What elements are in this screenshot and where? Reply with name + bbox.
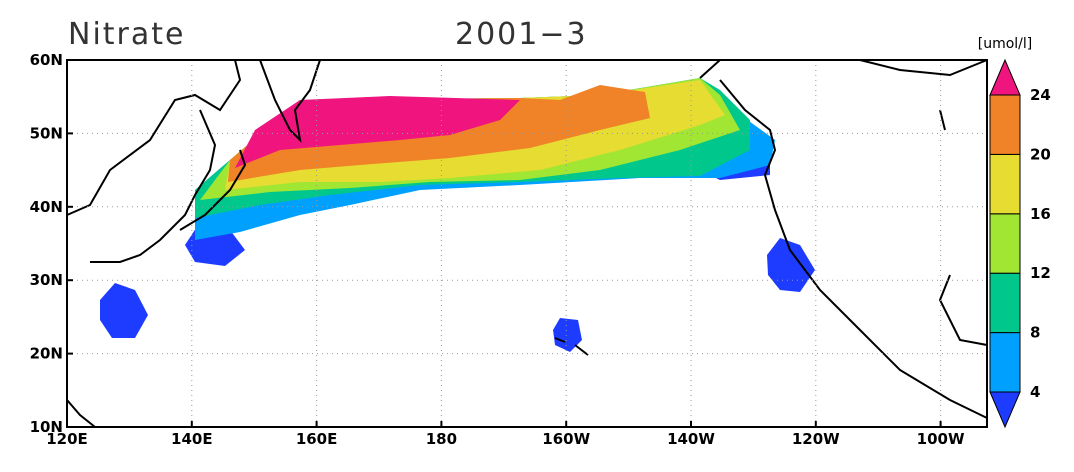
x-tick-label: 100W (917, 430, 965, 448)
colorbar: 4 8 12 16 20 24 (989, 58, 1051, 429)
nitrate-region (235, 96, 520, 168)
colorbar-triangle (989, 58, 1021, 96)
x-tick-label: 180 (426, 430, 457, 448)
colorbar-label: 8 (1030, 324, 1040, 342)
colorbar-label: 12 (1030, 264, 1051, 282)
x-tick-label: 140W (667, 430, 715, 448)
units: [umol/l] (978, 36, 1033, 52)
colorbar-label: 16 (1030, 205, 1051, 223)
y-tick-label: 60N (30, 51, 63, 69)
nitrate-field (100, 78, 815, 352)
date: 2001−3 (455, 17, 588, 52)
nitrate-region (767, 238, 815, 292)
colorbar-label: 4 (1030, 383, 1040, 401)
colorbar-label: 20 (1030, 145, 1051, 163)
x-tick-label: 160W (542, 430, 590, 448)
axes: 120E 140E 160E 180 160W 140W 120W 100W 60N 50N 40N… (30, 51, 987, 448)
y-tick-label: 40N (30, 198, 63, 216)
colorbar-box (989, 94, 1021, 155)
y-tick-label: 30N (30, 271, 63, 289)
nitrate-region (100, 283, 148, 338)
plot-frame (66, 59, 988, 428)
coastlines (66, 59, 988, 428)
nitrate-region (553, 318, 582, 352)
colorbar-box (989, 272, 1021, 334)
y-tick-label: 20N (30, 345, 63, 363)
colorbar-box (989, 213, 1021, 274)
x-tick-label: 120W (792, 430, 840, 448)
colorbar-box (989, 153, 1021, 215)
title: Nitrate (68, 17, 185, 52)
x-tick-label: 120E (46, 430, 88, 448)
colorbar-box (989, 332, 1021, 393)
y-tick-label: 50N (30, 124, 63, 142)
x-tick-label: 140E (171, 430, 213, 448)
y-tick-label: 10N (30, 418, 63, 436)
colorbar-label: 24 (1030, 86, 1051, 104)
x-tick-label: 160E (296, 430, 338, 448)
colorbar-triangle (989, 391, 1021, 429)
